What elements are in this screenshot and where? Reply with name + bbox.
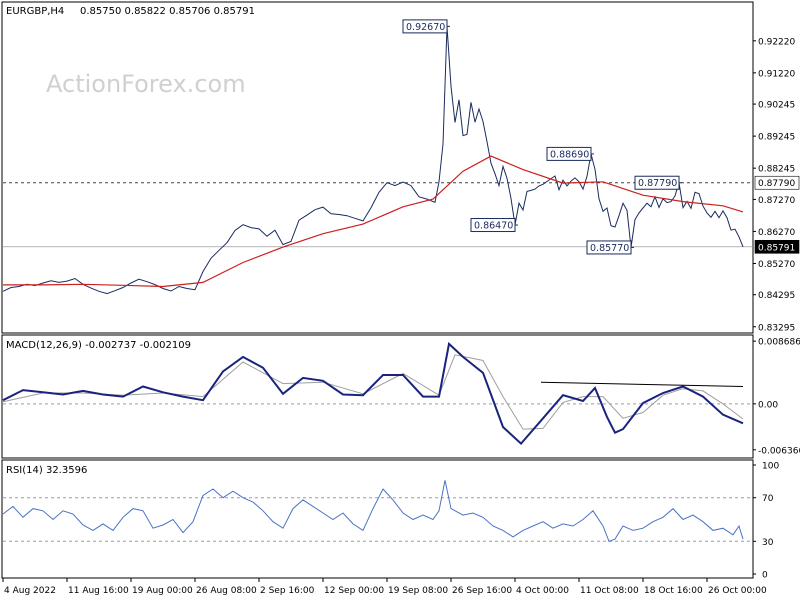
rsi-axis-ticks: 100 70 30 0 — [753, 462, 779, 581]
time-tick-label: 26 Sep 16:00 — [452, 586, 512, 596]
watermark: ActionForex.com — [46, 70, 246, 98]
price-tick-label: 0.90245 — [758, 101, 795, 111]
rsi-tick-label: 100 — [762, 462, 779, 472]
price-tick-label: 0.85270 — [758, 260, 795, 270]
macd-tick-label: 0.00 — [758, 400, 778, 410]
rsi-tick-label: 30 — [762, 538, 774, 548]
current-price-flag-box — [754, 239, 800, 254]
macd-trendline — [540, 381, 744, 388]
level-flag-box — [754, 175, 800, 190]
annotation-label: 0.92670 — [406, 22, 445, 33]
time-tick-label: 26 Oct 00:00 — [708, 586, 767, 596]
macd-main-line — [2, 341, 744, 446]
macd-panel-frame — [1, 334, 754, 459]
current-price-flag-text: 0.85791 — [758, 243, 795, 253]
price-annotations: 0.92670 0.88690 0.87790 0.86470 0.85770 — [402, 19, 682, 255]
price-tick-label: 0.92220 — [758, 37, 795, 47]
price-annotation: 0.86470 — [470, 218, 518, 233]
price-panel-frame — [1, 1, 754, 334]
time-axis: 4 Aug 2022 11 Aug 16:00 19 Aug 00:00 26 Aug… — [2, 578, 767, 596]
time-tick-label: 18 Oct 16:00 — [644, 586, 703, 596]
annotation-label: 0.87790 — [638, 178, 677, 189]
time-tick-label: 2 Sep 16:00 — [260, 586, 315, 596]
price-tick-label: 0.87270 — [758, 196, 795, 206]
time-tick-label: 19 Sep 08:00 — [388, 586, 448, 596]
price-tick-label: 0.83295 — [758, 323, 795, 333]
time-tick-label: 4 Oct 00:00 — [516, 586, 569, 596]
price-annotation: 0.87790 — [634, 175, 682, 190]
annotation-label: 0.86470 — [474, 221, 513, 232]
price-annotation: 0.88690 — [546, 146, 594, 161]
macd-title: MACD(12,26,9) -0.002737 -0.002109 — [6, 340, 191, 351]
price-axis-ticks: 0.92220 0.91220 0.90245 0.89245 0.88245 0.872… — [753, 37, 795, 333]
annotation-label: 0.88690 — [550, 149, 589, 160]
price-tick-label: 0.86270 — [758, 228, 795, 238]
price-tick-label: 0.84295 — [758, 291, 795, 301]
price-tick-label: 0.91220 — [758, 69, 795, 79]
macd-tick-label: -0.006366 — [758, 446, 800, 456]
time-tick-label: 11 Aug 16:00 — [68, 586, 129, 596]
price-tick-label: 0.88245 — [758, 165, 795, 175]
rsi-tick-label: 70 — [762, 494, 774, 504]
time-tick-label: 26 Aug 08:00 — [196, 586, 257, 596]
level-flag-text: 0.87790 — [758, 179, 795, 189]
time-tick-label: 19 Aug 00:00 — [132, 586, 193, 596]
time-tick-label: 11 Oct 08:00 — [580, 586, 639, 596]
macd-axis-ticks: 0.008686 0.00 -0.006366 — [753, 338, 800, 456]
ohlc-values: 0.85750 0.85822 0.85706 0.85791 — [80, 6, 255, 17]
price-series-line — [2, 26, 744, 295]
level-flag: 0.87790 — [754, 175, 800, 190]
moving-average-line — [3, 155, 744, 288]
annotation-label: 0.85770 — [590, 243, 629, 254]
price-annotation: 0.85770 — [586, 240, 634, 255]
rsi-tick-label: 0 — [762, 571, 768, 581]
price-annotation: 0.92670 — [402, 19, 450, 34]
time-tick-label: 12 Sep 00:00 — [324, 586, 384, 596]
rsi-title: RSI(14) 32.3596 — [6, 465, 87, 476]
rsi-panel-frame — [1, 459, 754, 579]
macd-tick-label: 0.008686 — [758, 338, 800, 348]
price-axis-flags: 0.87790 0.85791 — [754, 175, 800, 254]
symbol-label: EURGBP,H4 — [6, 6, 64, 17]
price-tick-label: 0.89245 — [758, 133, 795, 143]
current-price-flag: 0.85791 — [754, 239, 800, 254]
time-tick-label: 4 Aug 2022 — [4, 586, 56, 596]
rsi-line — [2, 480, 744, 542]
